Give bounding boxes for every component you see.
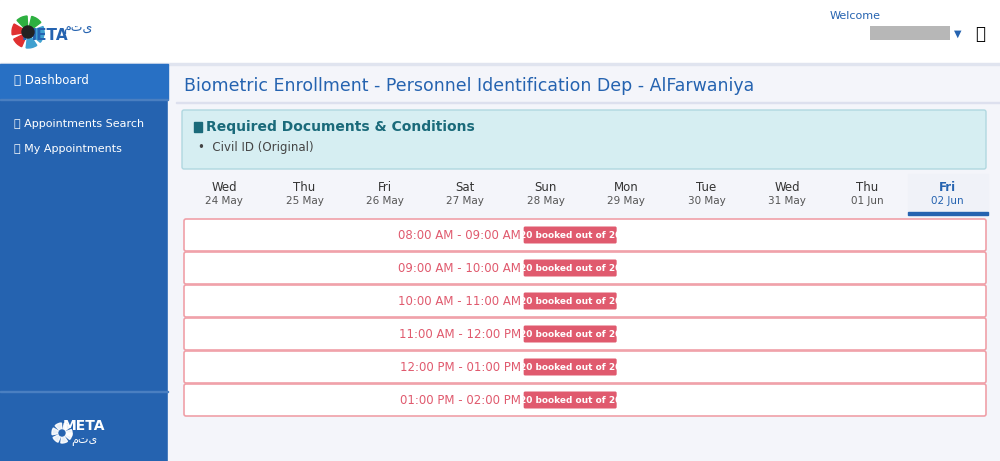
Wedge shape [14,32,28,47]
Text: متى: متى [63,22,93,35]
Text: 29 May: 29 May [607,196,645,206]
Text: 20 booked out of 20: 20 booked out of 20 [520,362,621,372]
Circle shape [22,26,34,38]
Text: ▼: ▼ [954,29,962,39]
Wedge shape [62,423,70,433]
Bar [194,122,202,132]
Text: 01:00 PM - 02:00 PM: 01:00 PM - 02:00 PM [400,394,521,407]
Bar [0,63,1000,65]
Text: 📅 My Appointments: 📅 My Appointments [14,144,122,154]
Bar [176,102,1000,103]
FancyBboxPatch shape [524,391,617,408]
Text: 20 booked out of 20: 20 booked out of 20 [520,264,621,272]
Text: 11:00 AM - 12:00 PM: 11:00 AM - 12:00 PM [399,327,521,341]
FancyBboxPatch shape [184,384,986,416]
Text: 10:00 AM - 11:00 AM: 10:00 AM - 11:00 AM [398,295,521,307]
FancyBboxPatch shape [184,351,986,383]
Wedge shape [62,430,72,437]
Wedge shape [28,27,44,37]
Text: 🔍 Appointments Search: 🔍 Appointments Search [14,119,144,129]
Bar [908,212,988,215]
Text: 27 May: 27 May [446,196,484,206]
Bar [168,64,1000,461]
Wedge shape [28,32,44,42]
Bar [0,64,168,99]
Wedge shape [52,428,62,435]
Text: Thu: Thu [293,181,316,194]
Bar [0,0,1000,64]
Text: 20 booked out of 20: 20 booked out of 20 [520,330,621,338]
Wedge shape [12,24,28,35]
Wedge shape [62,433,72,439]
FancyBboxPatch shape [182,110,986,169]
FancyBboxPatch shape [524,260,617,277]
Text: 02 Jun: 02 Jun [931,196,964,206]
Wedge shape [55,423,62,433]
FancyBboxPatch shape [184,252,986,284]
Text: META: META [63,419,105,433]
Text: متى: متى [71,436,97,446]
Wedge shape [53,433,62,442]
Text: 24 May: 24 May [205,196,243,206]
Wedge shape [28,17,41,32]
Text: Sun: Sun [535,181,557,194]
FancyBboxPatch shape [524,292,617,309]
FancyBboxPatch shape [184,219,986,251]
Text: 20 booked out of 20: 20 booked out of 20 [520,296,621,306]
Circle shape [59,430,65,436]
Bar [0,391,168,392]
Bar [870,26,950,40]
Text: 26 May: 26 May [366,196,404,206]
Bar [908,174,988,212]
Text: 🏠 Dashboard: 🏠 Dashboard [14,75,89,88]
Wedge shape [17,16,28,32]
Text: Wed: Wed [211,181,237,194]
Text: Wed: Wed [774,181,800,194]
Text: 20 booked out of 20: 20 booked out of 20 [520,396,621,404]
FancyBboxPatch shape [524,325,617,343]
FancyBboxPatch shape [524,359,617,376]
Text: 08:00 AM - 09:00 AM: 08:00 AM - 09:00 AM [398,229,521,242]
Text: Thu: Thu [856,181,879,194]
Text: Mon: Mon [614,181,639,194]
Text: Biometric Enrollment - Personnel Identification Dep - AlFarwaniya: Biometric Enrollment - Personnel Identif… [184,77,754,95]
Text: 25 May: 25 May [286,196,324,206]
FancyBboxPatch shape [524,226,617,243]
Text: Fri: Fri [378,181,392,194]
Wedge shape [61,433,67,443]
Text: 12:00 PM - 01:00 PM: 12:00 PM - 01:00 PM [400,361,521,373]
Text: Sat: Sat [456,181,475,194]
Text: Tue: Tue [696,181,717,194]
FancyBboxPatch shape [184,285,986,317]
Text: 20 booked out of 20: 20 booked out of 20 [520,230,621,240]
Text: 01 Jun: 01 Jun [851,196,884,206]
Text: 28 May: 28 May [527,196,565,206]
Text: 09:00 AM - 10:00 AM: 09:00 AM - 10:00 AM [398,261,521,274]
Bar [0,99,168,100]
Text: 31 May: 31 May [768,196,806,206]
Text: •  Civil ID (Original): • Civil ID (Original) [198,141,314,154]
Text: Required Documents & Conditions: Required Documents & Conditions [206,120,475,134]
Text: 🔔: 🔔 [975,25,985,43]
Wedge shape [26,32,37,48]
Text: Fri: Fri [939,181,956,194]
Text: Welcome: Welcome [830,11,881,21]
Text: META: META [22,28,68,42]
Bar [0,64,168,461]
FancyBboxPatch shape [184,318,986,350]
Text: 30 May: 30 May [688,196,725,206]
